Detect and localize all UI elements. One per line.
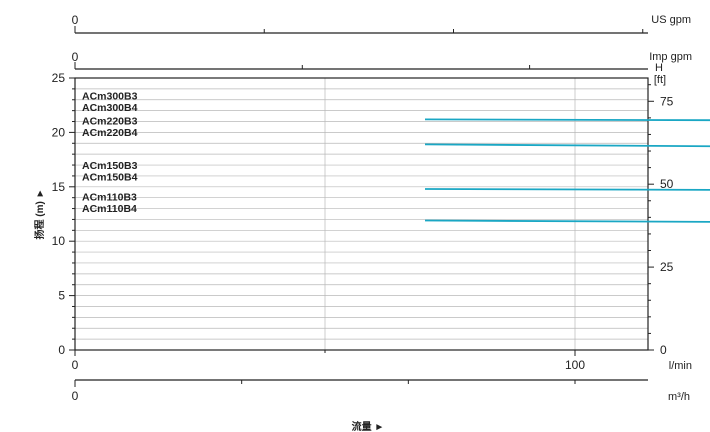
imp-gpm-axis-tick-label: 0 — [72, 50, 79, 64]
y-tick-label: 0 — [58, 343, 65, 357]
series-label: ACm150B3 — [82, 160, 138, 172]
series-label: ACm220B4 — [82, 127, 138, 139]
imp-gpm-unit-label: Imp gpm — [649, 51, 692, 63]
us-gpm-axis-tick-label: 0 — [72, 13, 79, 27]
y-tick-label: 15 — [52, 180, 66, 194]
chart-grid — [75, 78, 648, 350]
series-label: ACm300B4 — [82, 102, 138, 114]
lmin-tick-label: 100 — [565, 358, 585, 372]
y-tick-label: 25 — [52, 71, 66, 85]
m3h-axis-tick-label: 0 — [72, 389, 79, 403]
ft-tick-label: 75 — [660, 94, 674, 108]
chart-axes: 0501001502002500501001502000100200300400… — [52, 13, 674, 403]
lmin-unit-label: l/min — [669, 360, 692, 372]
ft-unit-label-h: H — [655, 62, 663, 74]
plot-frame — [74, 77, 649, 351]
us-gpm-unit-label: US gpm — [651, 14, 691, 26]
m3h-unit-label: m³/h — [668, 391, 690, 403]
series-label: ACm220B3 — [82, 115, 138, 127]
series-label: ACm110B3 — [82, 192, 137, 204]
ft-tick-label: 0 — [660, 343, 667, 357]
x-axis-title: 流量 ► — [352, 420, 385, 432]
y-tick-label: 5 — [58, 289, 65, 303]
lmin-tick-label: 0 — [72, 358, 79, 372]
y-tick-label: 10 — [52, 234, 66, 248]
series-label: ACm300B3 — [82, 90, 138, 102]
ft-unit-label-ft: [ft] — [654, 74, 666, 86]
series-label: ACm110B4 — [82, 203, 137, 215]
y-axis-title: 扬程 (m) ► — [33, 188, 46, 239]
pump-curve-4 — [424, 219, 710, 223]
ft-tick-label: 25 — [660, 260, 674, 274]
y-tick-label: 20 — [52, 125, 66, 139]
series-label: ACm150B4 — [82, 171, 138, 183]
ft-tick-label: 50 — [660, 177, 674, 191]
